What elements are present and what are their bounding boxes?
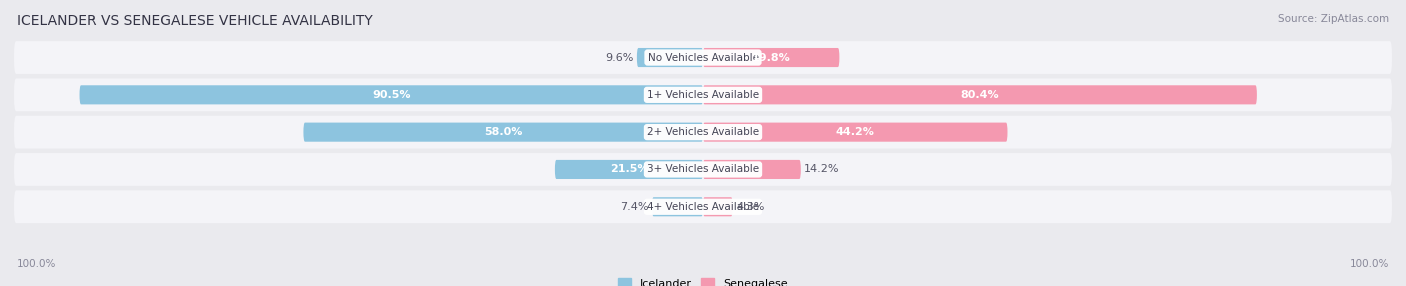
Text: 9.6%: 9.6% xyxy=(605,53,634,63)
FancyBboxPatch shape xyxy=(703,48,839,67)
Text: 44.2%: 44.2% xyxy=(835,127,875,137)
Text: 7.4%: 7.4% xyxy=(620,202,648,212)
Text: 14.2%: 14.2% xyxy=(804,164,839,174)
FancyBboxPatch shape xyxy=(703,160,801,179)
Text: 3+ Vehicles Available: 3+ Vehicles Available xyxy=(647,164,759,174)
FancyBboxPatch shape xyxy=(637,48,703,67)
FancyBboxPatch shape xyxy=(304,123,703,142)
FancyBboxPatch shape xyxy=(14,41,1392,74)
Text: No Vehicles Available: No Vehicles Available xyxy=(648,53,758,63)
Text: 90.5%: 90.5% xyxy=(373,90,411,100)
Legend: Icelander, Senegalese: Icelander, Senegalese xyxy=(613,274,793,286)
FancyBboxPatch shape xyxy=(14,116,1392,148)
Text: 21.5%: 21.5% xyxy=(610,164,648,174)
Text: Source: ZipAtlas.com: Source: ZipAtlas.com xyxy=(1278,14,1389,24)
FancyBboxPatch shape xyxy=(80,85,703,104)
Text: 19.8%: 19.8% xyxy=(752,53,790,63)
FancyBboxPatch shape xyxy=(652,197,703,216)
Text: 4+ Vehicles Available: 4+ Vehicles Available xyxy=(647,202,759,212)
FancyBboxPatch shape xyxy=(703,197,733,216)
Text: ICELANDER VS SENEGALESE VEHICLE AVAILABILITY: ICELANDER VS SENEGALESE VEHICLE AVAILABI… xyxy=(17,14,373,28)
FancyBboxPatch shape xyxy=(14,153,1392,186)
Text: 4.3%: 4.3% xyxy=(737,202,765,212)
FancyBboxPatch shape xyxy=(703,85,1257,104)
FancyBboxPatch shape xyxy=(14,190,1392,223)
FancyBboxPatch shape xyxy=(555,160,703,179)
Text: 58.0%: 58.0% xyxy=(484,127,523,137)
Text: 80.4%: 80.4% xyxy=(960,90,1000,100)
FancyBboxPatch shape xyxy=(703,123,1008,142)
Text: 1+ Vehicles Available: 1+ Vehicles Available xyxy=(647,90,759,100)
Text: 100.0%: 100.0% xyxy=(1350,259,1389,269)
Text: 100.0%: 100.0% xyxy=(17,259,56,269)
FancyBboxPatch shape xyxy=(14,78,1392,111)
Text: 2+ Vehicles Available: 2+ Vehicles Available xyxy=(647,127,759,137)
